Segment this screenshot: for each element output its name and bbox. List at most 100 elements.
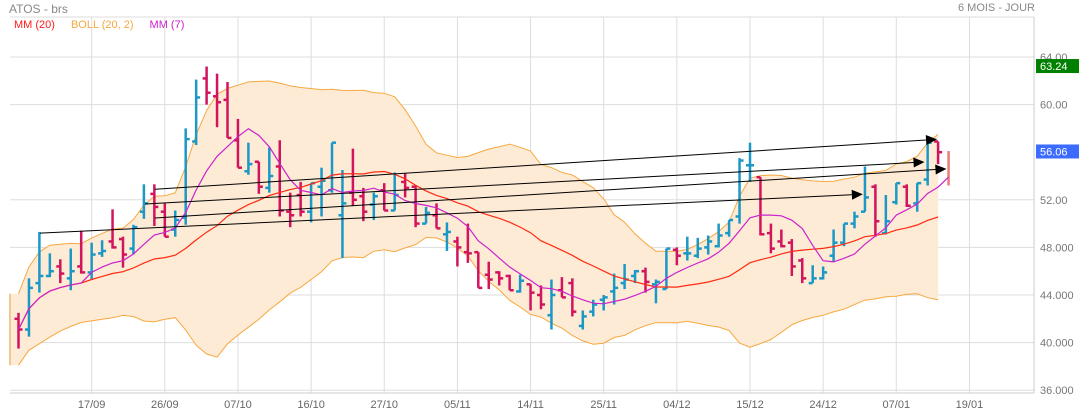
price-badge-label: 56.06 (1040, 146, 1068, 158)
y-tick-label: 44.000 (1040, 290, 1074, 302)
ohlc-bar (693, 237, 702, 259)
ohlc-bar (599, 295, 608, 311)
trend-arrowhead-icon (851, 189, 863, 200)
x-tick-label: 14/11 (517, 399, 544, 411)
ohlc-bar (474, 250, 483, 290)
mm7-line (17, 127, 949, 330)
ohlc-bar (129, 224, 138, 255)
trend-lines (40, 135, 947, 234)
ohlc-bar (819, 266, 828, 280)
ohlc-bar (662, 247, 671, 291)
ohlc-bar (35, 231, 44, 293)
ohlc-bar (610, 273, 619, 305)
bollinger-band (9, 80, 939, 366)
legend-mm7[interactable]: MM (7) (149, 19, 185, 31)
y-tick-label: 36.000 (1040, 385, 1074, 397)
ohlc-bar (254, 160, 263, 194)
price-badge (1036, 59, 1079, 74)
x-tick-label: 26/09 (151, 399, 179, 411)
trend-line (154, 169, 936, 219)
y-tick-label: 52.00 (1040, 195, 1068, 207)
ohlc-bar (798, 258, 807, 284)
ohlc-bar (14, 312, 23, 349)
trend-line (154, 139, 927, 190)
price-badge-label: 63.24 (1040, 61, 1068, 73)
trend-line (144, 162, 914, 205)
ohlc-bar (213, 73, 222, 128)
ohlc-bar (704, 235, 713, 255)
ohlc-bars (14, 66, 950, 349)
y-tick-label: 48.000 (1040, 242, 1074, 254)
ohlc-bar (850, 211, 859, 229)
ohlc-bar (338, 170, 347, 259)
ohlc-bar (829, 229, 838, 262)
ohlc-bar (223, 81, 232, 140)
legend-boll[interactable]: BOLL (20, 2) (70, 19, 134, 31)
ohlc-bar (547, 279, 556, 330)
y-tick-label: 60.00 (1040, 100, 1068, 112)
chart-title: ATOS - brs (9, 2, 68, 16)
ohlc-bar (192, 79, 201, 146)
ohlc-bar (777, 229, 786, 248)
ohlc-bar (463, 223, 472, 263)
ohlc-bar (902, 184, 911, 207)
ohlc-bar (526, 283, 535, 311)
x-tick-label: 24/12 (809, 399, 837, 411)
ohlc-bar (746, 142, 754, 182)
ohlc-bar (871, 184, 880, 237)
ohlc-bar (892, 181, 901, 205)
ohlc-bar (756, 175, 765, 236)
x-tick-label: 05/11 (444, 399, 471, 411)
ohlc-bar (202, 66, 211, 105)
y-tick-label: 40.000 (1040, 338, 1074, 350)
ohlc-bar (568, 278, 577, 317)
trend-line (40, 194, 852, 234)
ohlc-bar (672, 247, 681, 266)
ohlc-bar (45, 253, 54, 278)
x-tick-label: 27/10 (370, 399, 398, 411)
x-tick-label: 17/09 (78, 399, 106, 411)
x-tick-label: 07/10 (224, 399, 252, 411)
ohlc-bar (537, 285, 545, 310)
ohlc-bar (160, 203, 169, 238)
ohlc-bar (453, 236, 462, 267)
x-tick-label: 07/01 (883, 399, 911, 411)
ohlc-bar (66, 248, 75, 291)
legend: MM (20) BOLL (20, 2) MM (7) (14, 19, 184, 31)
axes: 64.0060.0052.0048.00044.00040.00036.0001… (78, 52, 1079, 411)
x-tick-label: 25/11 (590, 399, 617, 411)
bollinger-fill (10, 81, 939, 366)
ohlc-bar (913, 181, 922, 212)
ohlc-bar (683, 236, 692, 261)
period-selector[interactable]: 6 MOIS - JOUR (957, 2, 1035, 14)
ohlc-bar (934, 140, 943, 165)
ohlc-bar (766, 223, 775, 254)
mm20-line (17, 170, 939, 330)
ohlc-bar (495, 271, 504, 286)
ohlc-bar (840, 222, 849, 247)
trend-arrowhead-icon (913, 157, 925, 168)
ohlc-bar (150, 184, 159, 226)
ohlc-bar (505, 274, 514, 292)
ohlc-bar (98, 240, 107, 257)
ohlc-bar (359, 187, 368, 222)
ohlc-bar (516, 274, 525, 293)
price-badge (1036, 144, 1079, 159)
ohlc-bar (725, 218, 734, 237)
x-tick-label: 04/12 (663, 399, 691, 411)
ohlc-bar (631, 269, 640, 284)
ohlc-bar (24, 278, 33, 337)
ohlc-bar (641, 267, 650, 293)
ohlc-bar (56, 259, 65, 284)
ohlc-bar (119, 236, 127, 268)
x-tick-label: 19/01 (956, 399, 984, 411)
ohlc-bar (808, 265, 817, 285)
ohlc-bar (578, 310, 587, 330)
legend-mm20[interactable]: MM (20) (14, 19, 55, 31)
ohlc-bar (442, 222, 451, 251)
trend-arrowhead-icon (925, 135, 938, 146)
ohlc-bar (484, 261, 493, 290)
ohlc-bar (265, 147, 274, 193)
x-tick-label: 15/12 (736, 399, 764, 411)
